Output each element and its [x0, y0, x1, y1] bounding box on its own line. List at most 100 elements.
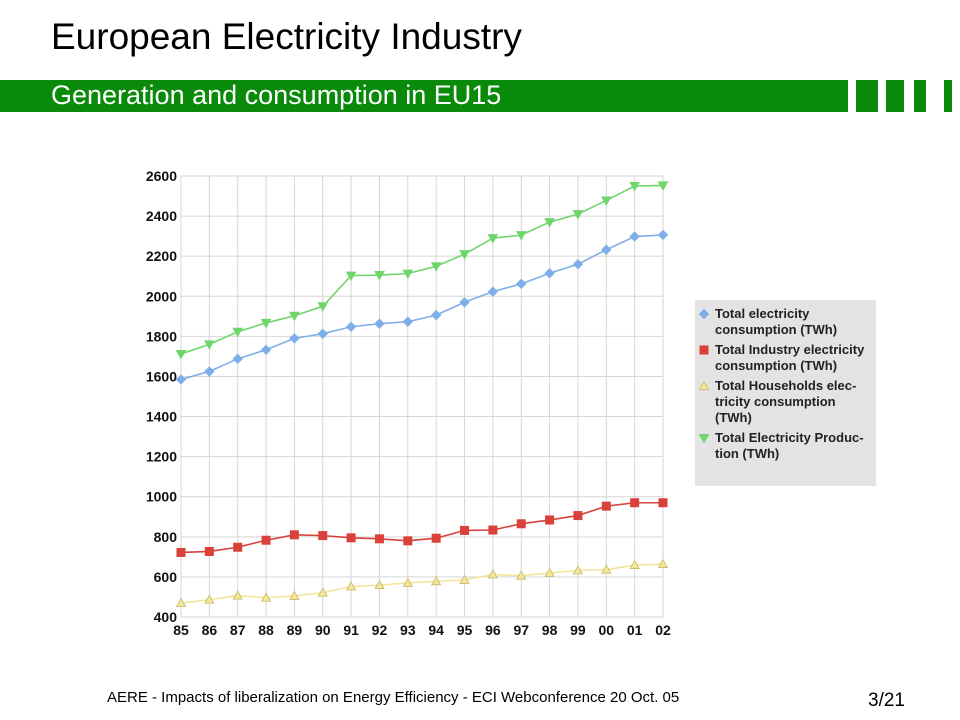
data-point-series-1 — [289, 333, 300, 344]
decorative-block-2 — [886, 80, 904, 112]
data-point-series-1 — [572, 258, 584, 270]
data-point-series-3 — [402, 577, 414, 587]
legend-label: Total Electricity Produc- tion (TWh) — [715, 430, 864, 461]
x-tick-label: 01 — [627, 622, 643, 638]
data-point-series-3 — [175, 597, 187, 607]
data-point-series-1 — [544, 268, 555, 279]
data-point-series-2 — [346, 533, 356, 543]
y-tick-label: 600 — [154, 569, 178, 585]
data-point-series-1 — [601, 244, 612, 255]
data-point-series-4 — [515, 231, 527, 241]
legend-item-3: Total Households elec- tricity consumpti… — [699, 378, 872, 426]
y-tick-label: 800 — [154, 529, 178, 545]
data-point-series-2 — [176, 547, 186, 557]
data-point-series-3 — [289, 590, 300, 600]
series-line-3 — [180, 563, 664, 604]
data-point-series-3 — [657, 558, 669, 568]
x-tick-label: 02 — [655, 622, 671, 638]
chart-grid — [180, 175, 664, 618]
data-point-series-4 — [544, 218, 555, 228]
legend-label: Total electricity consumption (TWh) — [715, 306, 838, 337]
y-tick-label: 1400 — [146, 409, 177, 425]
x-tick-label: 95 — [457, 622, 473, 638]
data-point-series-2 — [658, 498, 668, 508]
chart-axes: 400 600 800 1000 1200 1400 1600 1800 2000 2200 240… — [146, 168, 671, 638]
data-point-series-2 — [289, 530, 299, 540]
data-point-series-3 — [516, 570, 527, 580]
data-point-series-4 — [629, 182, 641, 192]
legend-marker-shape — [699, 309, 709, 319]
data-point-series-4 — [600, 196, 612, 206]
data-point-series-2 — [573, 511, 583, 521]
data-point-series-2 — [431, 533, 441, 543]
y-tick-label: 400 — [154, 609, 178, 625]
data-point-series-4 — [572, 210, 584, 220]
data-point-series-1 — [175, 374, 187, 385]
x-tick-label: 87 — [230, 622, 246, 638]
series-line-4 — [180, 184, 664, 355]
data-point-series-3 — [345, 581, 357, 591]
data-point-series-3 — [629, 559, 640, 569]
data-point-series-2 — [601, 501, 611, 511]
plot-area — [180, 175, 664, 618]
data-point-series-3 — [487, 569, 499, 579]
data-point-series-1 — [345, 321, 357, 332]
data-point-series-3 — [232, 590, 243, 600]
data-point-series-1 — [232, 353, 243, 365]
data-point-series-2 — [545, 515, 555, 525]
data-point-series-4 — [430, 262, 442, 272]
legend-marker-shape — [699, 345, 709, 355]
legend-label: Total Households elec- tricity consumpti… — [715, 378, 857, 425]
data-point-series-1 — [459, 297, 470, 308]
x-tick-label: 93 — [400, 622, 416, 638]
x-tick-label: 90 — [315, 622, 331, 638]
y-tick-label: 1000 — [146, 489, 177, 505]
footer-text: AERE - Impacts of liberalization on Ener… — [107, 689, 680, 706]
data-point-series-4 — [203, 340, 215, 350]
legend-marker-2 — [699, 345, 709, 355]
x-tick-label: 96 — [485, 622, 501, 638]
x-tick-label: 88 — [258, 622, 274, 638]
x-tick-label: 92 — [372, 622, 388, 638]
x-tick-label: 99 — [570, 622, 586, 638]
data-point-series-3 — [204, 594, 215, 604]
x-tick-label: 94 — [428, 622, 444, 638]
x-tick-label: 89 — [287, 622, 303, 638]
data-point-series-2 — [374, 534, 384, 544]
data-point-series-1 — [374, 318, 385, 329]
data-point-series-2 — [318, 531, 328, 541]
y-tick-label: 2400 — [146, 208, 177, 224]
y-tick-label: 1600 — [146, 368, 177, 384]
slide-subtitle: Generation and consumption in EU15 — [51, 80, 502, 110]
data-point-series-2 — [460, 525, 470, 535]
data-point-series-4 — [402, 269, 414, 280]
legend-item-1: Total electricity consumption (TWh) — [699, 306, 872, 338]
page-number: 3/21 — [868, 690, 905, 711]
x-tick-label: 85 — [173, 622, 189, 638]
data-point-series-4 — [260, 318, 272, 329]
decorative-block-1 — [856, 80, 878, 112]
title-bar — [0, 80, 848, 112]
legend-item-2: Total Industry electricity consumption (… — [699, 342, 872, 374]
x-tick-label: 98 — [542, 622, 558, 638]
data-point-series-2 — [233, 542, 243, 552]
data-point-series-1 — [487, 286, 499, 297]
data-point-series-3 — [544, 567, 555, 577]
legend-marker-4 — [699, 434, 709, 443]
data-point-series-3 — [572, 565, 584, 575]
x-tick-label: 91 — [343, 622, 359, 638]
x-tick-label: 00 — [599, 622, 615, 638]
legend-marker-3 — [699, 381, 709, 390]
data-point-series-3 — [260, 592, 272, 602]
data-point-series-4 — [289, 311, 300, 322]
data-point-series-4 — [657, 181, 669, 191]
decorative-block-4 — [944, 80, 952, 112]
data-point-series-3 — [317, 587, 328, 597]
data-point-series-1 — [657, 229, 669, 241]
legend-item-4: Total Electricity Produc- tion (TWh) — [699, 430, 872, 462]
data-point-series-1 — [430, 309, 442, 321]
data-point-series-4 — [175, 350, 187, 360]
legend-marker-1 — [699, 309, 709, 319]
data-point-series-4 — [487, 234, 499, 244]
